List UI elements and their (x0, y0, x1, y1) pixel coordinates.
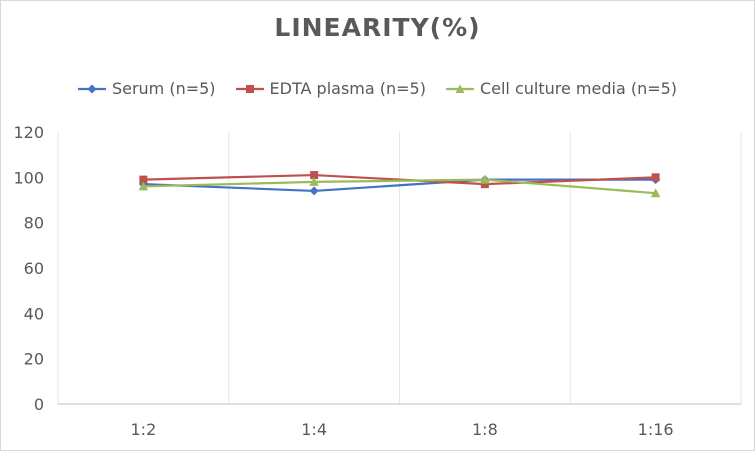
legend-label-cell-culture-media: Cell culture media (n=5) (479, 79, 678, 98)
y-tick-label: 80 (24, 214, 44, 233)
y-tick-label: 100 (13, 168, 44, 187)
legend-swatch-edta-plasma (235, 84, 264, 93)
y-tick-label: 20 (24, 350, 44, 369)
y-tick-label: 60 (24, 259, 44, 278)
series-2-point-1 (309, 177, 319, 186)
legend: Serum (n=5) EDTA plasma (n=5) Cell cultu… (1, 79, 754, 98)
x-tick-label: 1:2 (131, 420, 157, 439)
series-line-1 (143, 173, 656, 186)
series-1-point-3 (651, 173, 660, 182)
series-line-0 (143, 178, 656, 193)
legend-label-serum: Serum (n=5) (111, 79, 216, 98)
legend-label-edta-plasma: EDTA plasma (n=5) (269, 79, 426, 98)
y-tick-label: 120 (13, 123, 44, 142)
legend-swatch-serum (77, 84, 106, 93)
legend-marker-serum (87, 84, 97, 93)
x-tick-label: 1:8 (472, 420, 498, 439)
legend-item-edta-plasma: EDTA plasma (n=5) (235, 79, 426, 98)
legend-marker-edta-plasma (245, 84, 254, 93)
y-tick-label: 40 (24, 304, 44, 323)
legend-item-serum: Serum (n=5) (77, 79, 216, 98)
series-0-point-1 (309, 186, 319, 196)
x-tick-label: 1:16 (638, 420, 674, 439)
series-line-2 (143, 178, 656, 195)
series-2-point-3 (650, 188, 661, 198)
legend-swatch-cell-culture-media (445, 84, 474, 93)
series-1-point-0 (139, 175, 148, 184)
series-2-point-2 (480, 174, 490, 184)
series-1-point-2 (480, 180, 489, 189)
x-tick-label: 1:4 (301, 420, 327, 439)
series-2-point-0 (138, 181, 149, 191)
legend-marker-cell-culture-media (455, 84, 465, 93)
y-tick-label: 0 (34, 395, 44, 414)
chart-title: LINEARITY(%) (274, 13, 481, 42)
series-1-point-1 (310, 171, 319, 180)
legend-item-cell-culture-media: Cell culture media (n=5) (445, 79, 678, 98)
